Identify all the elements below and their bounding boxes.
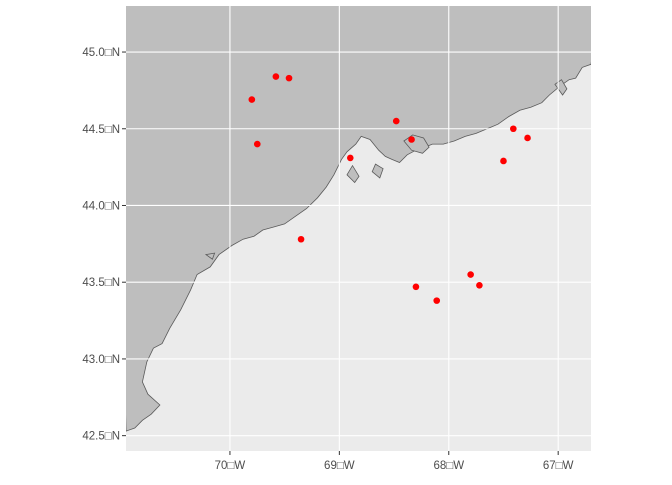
site-point xyxy=(524,134,531,142)
island xyxy=(371,163,384,179)
y-tick-label: 43.0□N xyxy=(82,354,120,366)
y-tick-label: 44.5□N xyxy=(82,124,120,136)
x-tick-label: 70□W xyxy=(215,460,246,472)
y-tick-label: 42.5□N xyxy=(82,431,120,443)
site-point xyxy=(412,283,420,291)
x-tick-label: 69□W xyxy=(324,460,355,472)
x-tick-label: 68□W xyxy=(433,460,464,472)
y-tick-label: 44.0□N xyxy=(82,200,120,212)
site-point xyxy=(433,297,441,304)
y-tick-label: 43.5□N xyxy=(82,277,120,289)
site-point xyxy=(285,74,293,82)
site-point xyxy=(248,96,256,103)
mainland-landmass xyxy=(126,6,591,432)
site-point xyxy=(476,281,483,289)
site-point xyxy=(408,136,415,143)
site-point xyxy=(510,125,517,133)
y-axis: 45.0□N 44.5□N 44.0□N 43.5□N 43.0□N 42.5□N xyxy=(82,47,126,443)
site-point xyxy=(467,271,474,278)
site-point xyxy=(392,117,400,125)
y-tick-label: 45.0□N xyxy=(82,47,120,59)
x-tick-label: 67□W xyxy=(543,460,574,472)
island xyxy=(346,164,360,184)
site-point xyxy=(253,140,261,148)
site-point xyxy=(297,235,305,243)
site-point xyxy=(346,154,354,162)
point-layer xyxy=(248,73,531,304)
x-axis: 70□W 69□W 68□W 67□W xyxy=(215,451,574,472)
site-point xyxy=(272,73,280,80)
site-point xyxy=(500,157,507,165)
island xyxy=(204,252,216,260)
